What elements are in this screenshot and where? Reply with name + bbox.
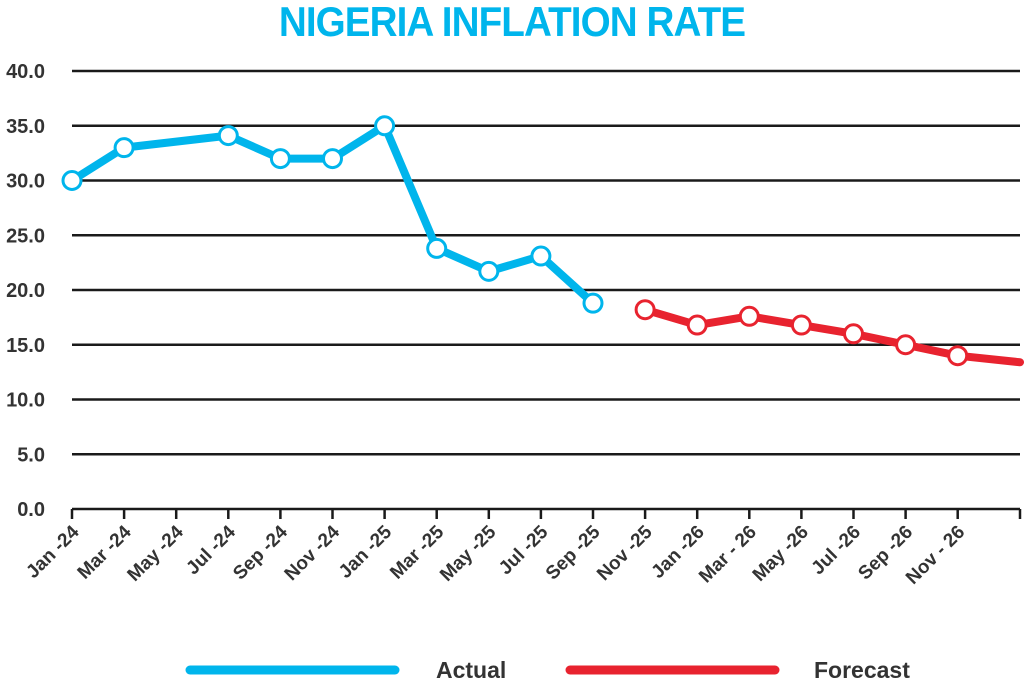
y-tick-label: 35.0 [6, 116, 45, 138]
data-point [790, 314, 812, 336]
data-point [426, 237, 448, 259]
x-tick-label: Jan -25 [335, 521, 396, 582]
data-point [478, 260, 500, 282]
series-actual [61, 115, 604, 314]
x-tick-label: Nov -25 [593, 521, 657, 585]
y-tick-label: 0.0 [17, 499, 45, 521]
x-tick-label: Jan -24 [22, 521, 83, 582]
data-point [61, 170, 83, 191]
data-point [895, 334, 917, 356]
y-tick-label: 10.0 [6, 390, 45, 412]
x-tick-label: Sep -25 [542, 521, 605, 584]
series-line-actual [68, 121, 597, 308]
data-point [947, 345, 969, 367]
legend: Actual Forecast [185, 657, 910, 681]
x-tick-label: May -25 [436, 521, 500, 585]
data-point [322, 148, 343, 170]
data-point [217, 125, 239, 147]
x-tick-label: May -26 [749, 522, 813, 586]
chart-title: NIGERIA INFLATION RATE [278, 0, 746, 45]
data-point [113, 137, 135, 159]
x-tick-label: May -24 [124, 521, 188, 585]
data-point [530, 245, 552, 267]
legend-item-forecast: Forecast [565, 657, 910, 681]
y-tick-label: 5.0 [17, 444, 45, 466]
data-point [634, 299, 656, 321]
x-tick-label: Sep -24 [229, 521, 292, 584]
series-lines [61, 115, 1024, 367]
data-point [582, 292, 604, 314]
y-tick-label: 20.0 [6, 280, 45, 302]
data-point [269, 148, 291, 170]
y-tick-label: 30.0 [6, 171, 45, 193]
y-tick-label: 15.0 [6, 335, 45, 357]
data-point [686, 314, 708, 336]
x-tick-label: Nov -24 [281, 521, 345, 585]
y-tick-label: 25.0 [6, 225, 45, 247]
y-tick-label: 40.0 [6, 61, 45, 83]
x-axis [70, 509, 1022, 519]
y-axis-tick-labels: 0.0 5.0 10.0 15.0 20.0 25.0 30.0 35.0 40.0 [6, 61, 45, 521]
legend-label: Forecast [814, 657, 910, 681]
legend-label: Actual [436, 657, 506, 681]
data-point [738, 305, 760, 327]
x-tick-label: Mar - 26 [695, 522, 761, 588]
data-point [374, 115, 396, 137]
legend-item-actual: Actual [185, 657, 506, 681]
series-forecast [634, 299, 1024, 367]
data-point [843, 323, 864, 345]
